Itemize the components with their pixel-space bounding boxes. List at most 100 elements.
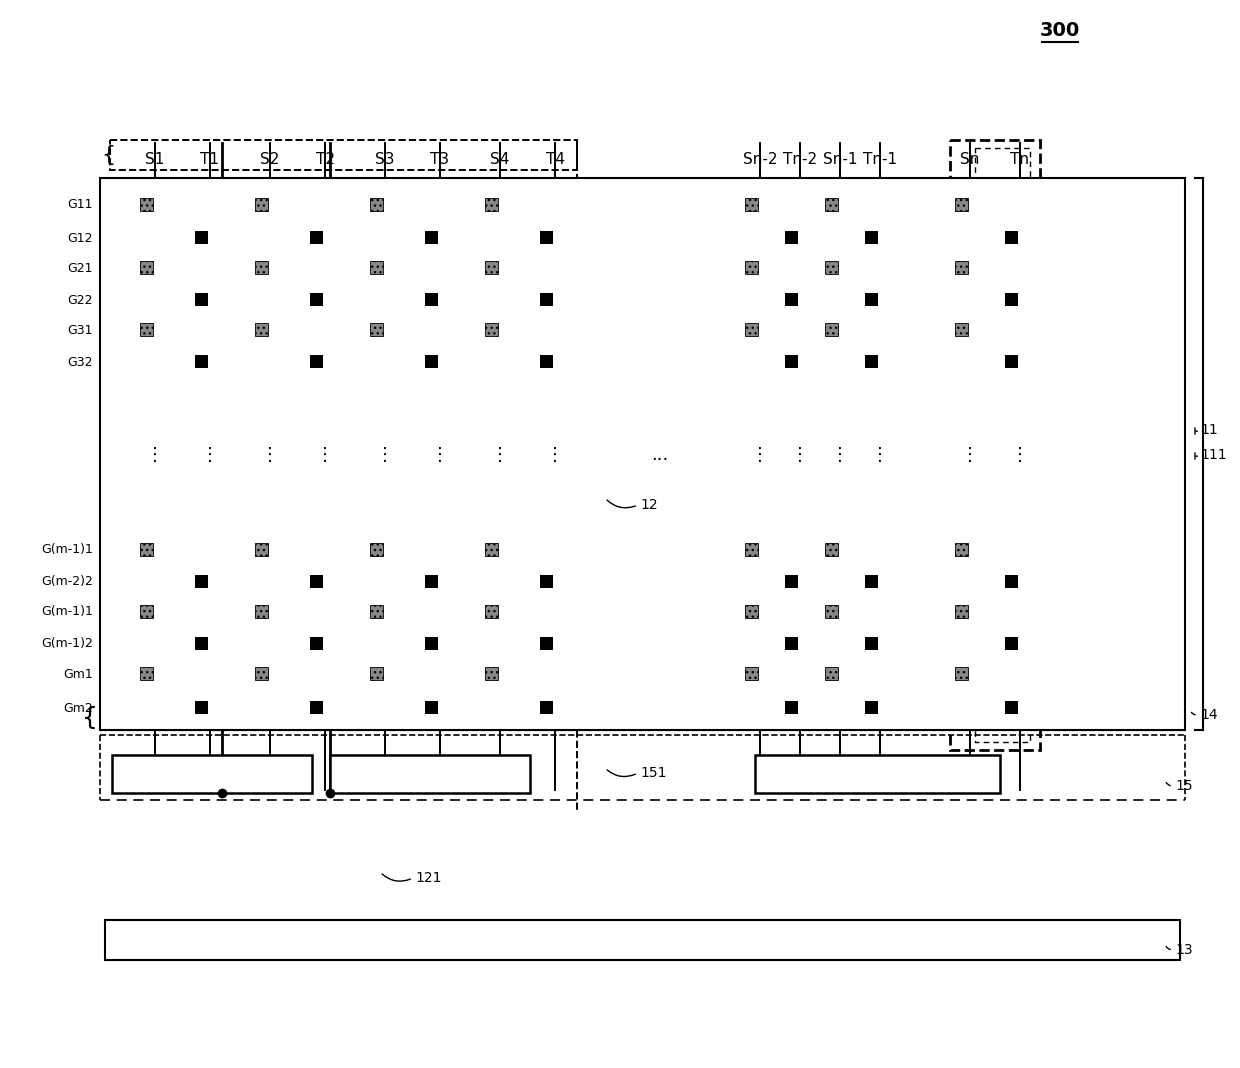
Bar	[882, 572, 908, 590]
Bar	[370, 543, 383, 556]
Bar	[425, 231, 438, 244]
Bar	[387, 664, 413, 682]
Bar	[327, 634, 353, 651]
Bar	[140, 604, 153, 618]
Bar	[763, 195, 787, 213]
Text: {: {	[100, 145, 115, 164]
Bar	[539, 231, 553, 244]
Bar	[157, 664, 184, 682]
Bar	[425, 355, 438, 368]
Text: 11: 11	[1200, 423, 1218, 437]
Bar	[825, 543, 838, 556]
Bar	[955, 668, 968, 680]
Text: ⋮: ⋮	[1011, 446, 1029, 464]
Bar	[745, 604, 758, 618]
Bar	[195, 575, 208, 588]
Bar	[441, 227, 467, 246]
Text: {: {	[82, 706, 98, 731]
Bar	[955, 198, 968, 211]
Bar	[785, 637, 799, 650]
Text: ⋮: ⋮	[751, 446, 769, 464]
Bar	[195, 355, 208, 368]
Bar	[825, 604, 838, 618]
Bar	[157, 540, 184, 557]
Bar	[802, 227, 828, 246]
Bar	[157, 602, 184, 621]
Bar	[763, 540, 787, 557]
Bar	[972, 195, 998, 213]
Text: G31: G31	[67, 324, 93, 336]
Bar	[502, 540, 528, 557]
Bar	[112, 755, 312, 794]
Bar	[842, 320, 868, 337]
Text: 12: 12	[640, 498, 657, 512]
Bar	[539, 575, 553, 588]
Bar	[370, 668, 383, 680]
Bar	[502, 664, 528, 682]
Bar	[1004, 355, 1018, 368]
Text: 151: 151	[640, 766, 667, 780]
Bar	[327, 698, 353, 716]
Bar	[105, 920, 1180, 960]
Bar	[763, 664, 787, 682]
Text: Sn-2: Sn-2	[743, 153, 777, 168]
Text: G21: G21	[67, 262, 93, 274]
Bar	[755, 755, 999, 794]
Bar	[955, 323, 968, 336]
Bar	[866, 575, 878, 588]
Bar	[272, 320, 298, 337]
Bar	[485, 323, 498, 336]
Bar	[745, 261, 758, 274]
Bar	[502, 602, 528, 621]
Bar	[745, 323, 758, 336]
Bar	[1004, 575, 1018, 588]
Bar	[975, 148, 1030, 742]
Bar	[882, 634, 908, 651]
Bar	[485, 668, 498, 680]
Text: Tn: Tn	[1011, 153, 1029, 168]
Bar	[882, 698, 908, 716]
Bar	[100, 178, 1185, 731]
Bar	[785, 355, 799, 368]
Bar	[212, 352, 238, 370]
Bar	[842, 540, 868, 557]
Bar	[1022, 227, 1048, 246]
Bar	[802, 290, 828, 308]
Bar	[310, 293, 322, 307]
Bar	[802, 572, 828, 590]
Bar	[272, 540, 298, 557]
Bar	[370, 198, 383, 211]
Bar	[557, 227, 583, 246]
Bar	[972, 602, 998, 621]
Text: ⋮: ⋮	[316, 446, 334, 464]
Bar	[502, 195, 528, 213]
Text: S1: S1	[145, 153, 165, 168]
Bar	[441, 572, 467, 590]
Bar	[557, 290, 583, 308]
Bar	[1004, 701, 1018, 714]
Bar	[539, 637, 553, 650]
Text: Sn: Sn	[960, 153, 980, 168]
Bar	[110, 140, 577, 170]
Bar	[157, 195, 184, 213]
Bar	[842, 195, 868, 213]
Bar	[370, 323, 383, 336]
Bar	[140, 323, 153, 336]
Bar	[327, 572, 353, 590]
Bar	[745, 198, 758, 211]
Bar	[842, 664, 868, 682]
Bar	[1022, 352, 1048, 370]
Text: G32: G32	[67, 356, 93, 368]
Bar	[485, 261, 498, 274]
Bar	[195, 637, 208, 650]
Text: S4: S4	[490, 153, 510, 168]
Text: G12: G12	[67, 232, 93, 245]
Bar	[557, 634, 583, 651]
Bar	[255, 543, 268, 556]
Bar	[1022, 698, 1048, 716]
Bar	[425, 637, 438, 650]
Text: Gm1: Gm1	[63, 668, 93, 680]
Bar	[140, 261, 153, 274]
Text: Gm2: Gm2	[63, 702, 93, 714]
Text: G(m-1)1: G(m-1)1	[41, 544, 93, 556]
